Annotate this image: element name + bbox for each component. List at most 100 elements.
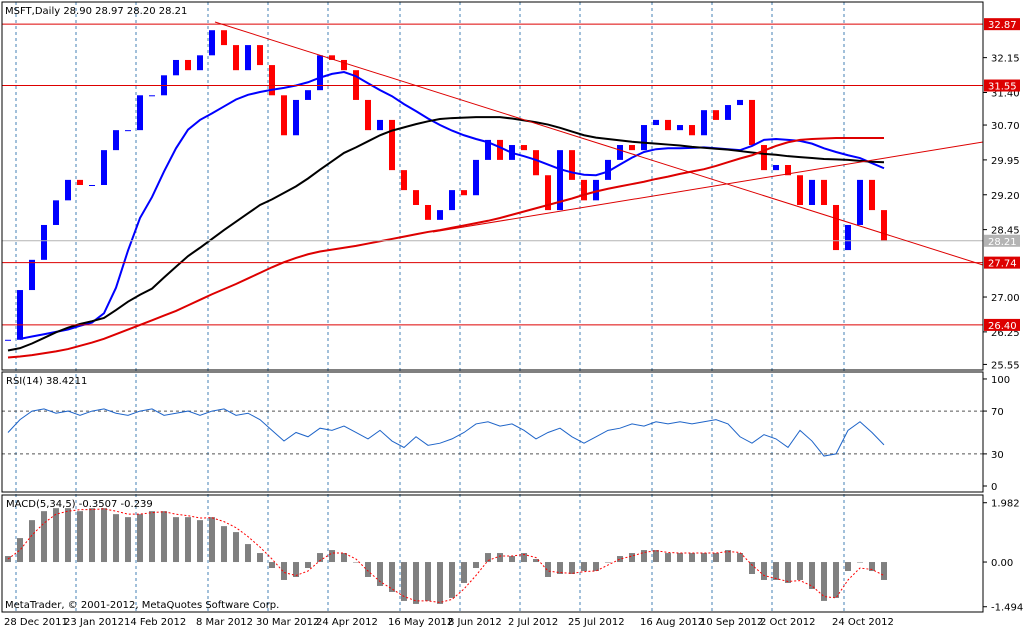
macd-bar: [809, 562, 815, 589]
macd-bar: [629, 553, 635, 563]
candle: [737, 99, 743, 106]
level-label-box: [984, 256, 1020, 269]
macd-bar: [653, 550, 659, 563]
x-tick-label: 23 Jan 2012: [64, 617, 124, 628]
candle: [569, 150, 575, 180]
candle: [689, 125, 695, 136]
grid: [2, 2, 983, 612]
macd-bar: [185, 517, 191, 563]
level-label-box: [984, 318, 1020, 331]
x-tick-label: 2 Jul 2012: [508, 617, 558, 628]
macd-bar: [557, 562, 563, 574]
y-tick-label: 29.20: [991, 191, 1020, 202]
candle: [377, 119, 383, 131]
candle: [65, 179, 71, 201]
x-tick-label: 8 Jun 2012: [448, 617, 502, 628]
macd-bar: [689, 553, 695, 563]
level-label: 28.21: [988, 237, 1017, 248]
macd-bar: [197, 520, 203, 563]
macd-bar: [605, 562, 611, 563]
candle: [605, 159, 611, 180]
macd-bar: [389, 562, 395, 592]
candle: [473, 159, 479, 196]
candle: [269, 65, 275, 96]
candle: [557, 150, 563, 211]
macd-bar: [521, 553, 527, 563]
macd-bar: [641, 550, 647, 563]
candle: [677, 125, 683, 131]
candle: [125, 130, 131, 132]
y-tick-label: 25.55: [991, 360, 1020, 371]
macd-bar: [233, 532, 239, 563]
x-tick-label: 28 Dec 2011: [4, 617, 68, 628]
plot: [2, 23, 983, 604]
y-tick-label: 29.95: [991, 156, 1020, 167]
candle: [641, 125, 647, 151]
macd-bar: [833, 562, 839, 598]
candle: [401, 170, 407, 191]
candle: [785, 165, 791, 176]
candle: [365, 99, 371, 131]
macd-bar: [449, 562, 455, 598]
candle: [653, 119, 659, 126]
macd-bar: [461, 562, 467, 583]
macd-bar: [713, 553, 719, 563]
macd-bar: [773, 562, 779, 580]
macd-bar: [509, 556, 515, 563]
macd-bar: [701, 553, 707, 563]
candle: [725, 105, 731, 120]
macd-bar: [581, 562, 587, 572]
macd-bar: [149, 511, 155, 563]
candle: [713, 110, 719, 120]
macd-bar: [365, 562, 371, 577]
candle: [329, 55, 335, 60]
level-label: 32.87: [988, 20, 1017, 31]
candle: [797, 175, 803, 205]
candle: [497, 139, 503, 160]
candle: [113, 130, 119, 151]
macd-bar: [113, 514, 119, 563]
y-tick-label: 31.40: [991, 89, 1020, 100]
macd-bar: [797, 562, 803, 580]
candle: [281, 95, 287, 136]
candle: [545, 175, 551, 211]
macd-bar: [125, 517, 131, 563]
level-label-box: [984, 234, 1020, 247]
candle: [581, 179, 587, 201]
x-tick-label: 16 Aug 2012: [640, 617, 704, 628]
candle: [257, 45, 263, 66]
macd-bar: [377, 562, 383, 586]
chart-title: MSFT,Daily 28.90 28.97 28.20 28.21: [5, 6, 187, 17]
level-label: 31.55: [988, 82, 1017, 93]
trend-lines: [214, 21, 983, 266]
x-tick-label: 8 Mar 2012: [196, 617, 253, 628]
level-label: 26.40: [988, 321, 1017, 332]
x-tick-label: 24 Oct 2012: [832, 617, 894, 628]
x-tick-label: 30 Mar 2012: [256, 617, 319, 628]
candle: [833, 204, 839, 251]
macd-bar: [737, 553, 743, 563]
macd-bar: [65, 508, 71, 563]
candle: [413, 190, 419, 205]
macd-bar: [221, 526, 227, 563]
watermark: MetaTrader, © 2001-2012, MetaQuotes Soft…: [5, 600, 279, 611]
level-label-box: [984, 79, 1020, 92]
candle: [521, 145, 527, 151]
candle: [89, 185, 95, 186]
macd-bar: [533, 559, 539, 563]
candle: [869, 179, 875, 211]
candle: [317, 55, 323, 91]
candle: [185, 59, 191, 71]
y-tick-label: 100: [991, 375, 1010, 386]
macd-bar: [497, 553, 503, 563]
candle: [29, 259, 35, 291]
macd-bar: [677, 553, 683, 563]
macd-bar: [437, 562, 443, 604]
macd-panel: [1, 494, 984, 613]
y-tick-label: 27.00: [991, 293, 1020, 304]
level-label: 27.74: [988, 259, 1017, 270]
macd-bar: [161, 511, 167, 563]
candle: [845, 224, 851, 251]
macd-bar: [17, 538, 23, 563]
candle: [809, 179, 815, 205]
